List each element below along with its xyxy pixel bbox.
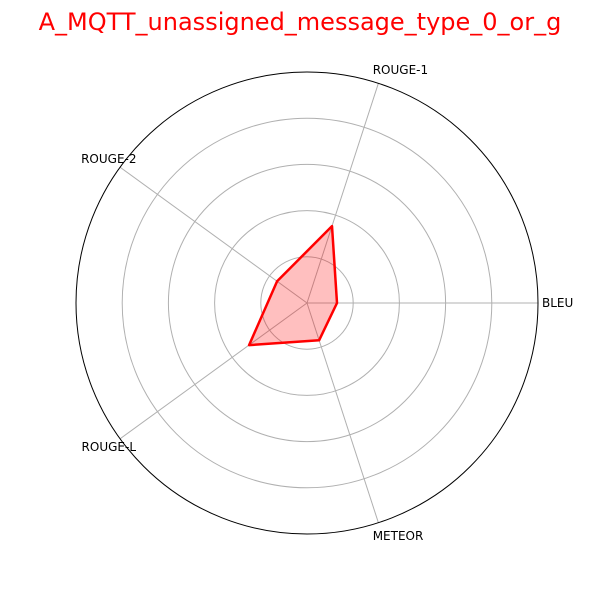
axis-label-bleu: BLEU <box>542 296 573 310</box>
axis-label-rouge-l: ROUGE-L <box>82 440 137 454</box>
axis-label-meteor: METEOR <box>373 529 424 543</box>
axis-labels: BLEU ROUGE-1 ROUGE-2 ROUGE-L METEOR <box>81 63 573 543</box>
axis-spoke-rouge-1 <box>306 83 379 304</box>
axis-spoke-rouge-2 <box>119 166 308 304</box>
series-line <box>247 224 339 347</box>
radar-grid <box>75 71 539 535</box>
radar-series <box>247 224 339 347</box>
chart-title: A_MQTT_unassigned_message_type_0_or_g <box>39 8 562 36</box>
axis-spoke-rouge-l <box>119 302 308 440</box>
outer-frame <box>75 71 539 535</box>
axis-label-rouge-2: ROUGE-2 <box>81 152 136 166</box>
series-area <box>249 226 337 346</box>
axis-label-rouge-1: ROUGE-1 <box>373 63 428 77</box>
